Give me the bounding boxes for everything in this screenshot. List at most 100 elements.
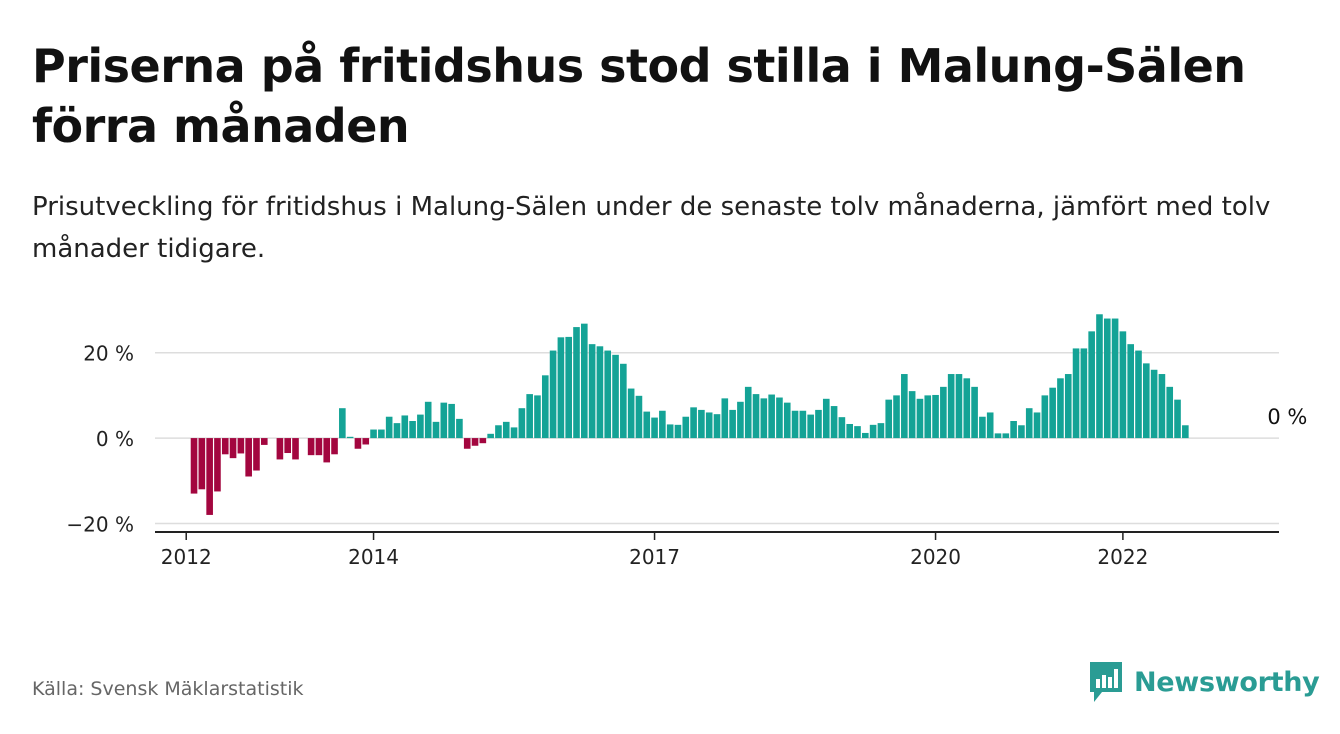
- bar: [456, 418, 463, 439]
- bar: [440, 402, 448, 439]
- bar: [502, 421, 510, 439]
- bar: [260, 438, 268, 445]
- x-tick-label: 2022: [1097, 545, 1148, 569]
- bar: [526, 394, 533, 439]
- bar: [581, 323, 588, 439]
- bar: [776, 397, 783, 439]
- bar: [276, 438, 284, 460]
- bar: [1057, 378, 1064, 439]
- bar: [487, 433, 494, 439]
- newsworthy-logo-icon: [1090, 662, 1122, 702]
- bar: [620, 363, 627, 439]
- bar: [666, 424, 674, 439]
- x-tick-label: 2012: [161, 545, 212, 569]
- bar: [885, 399, 893, 439]
- bar: [854, 426, 861, 439]
- bar: [651, 417, 658, 439]
- bar: [737, 401, 744, 439]
- bar: [198, 438, 206, 490]
- bar: [1158, 374, 1166, 439]
- bar: [479, 438, 487, 444]
- x-tick-label: 2020: [910, 545, 961, 569]
- x-tick-label: 2014: [348, 545, 399, 569]
- bar: [760, 398, 768, 439]
- bar: [370, 429, 377, 439]
- newsworthy-logo[interactable]: Newsworthy: [1088, 660, 1320, 704]
- logo-text: Newsworthy: [1134, 666, 1320, 698]
- bar: [612, 354, 619, 439]
- bar: [1064, 374, 1072, 439]
- bar: [534, 395, 541, 439]
- y-tick-label: 20 %: [83, 342, 134, 366]
- bar: [518, 408, 526, 439]
- bar: [424, 401, 432, 439]
- bar: [190, 438, 198, 494]
- bar: [932, 394, 939, 439]
- bar: [1025, 408, 1033, 439]
- bar: [682, 416, 690, 439]
- bar: [1088, 331, 1095, 439]
- bar: [393, 423, 401, 439]
- bar: [690, 407, 697, 439]
- x-tick-label: 2017: [629, 545, 680, 569]
- bar: [417, 414, 424, 439]
- y-tick-label: −20 %: [66, 512, 134, 536]
- bar: [284, 438, 291, 454]
- bar: [1143, 363, 1150, 439]
- bar: [916, 398, 924, 439]
- bar: [705, 412, 713, 439]
- y-tick-label: 0 %: [96, 427, 134, 451]
- bar-chart: 20 % 0 % −20 % 2012 2014 2017 2020 2022 0 %: [66, 314, 1310, 569]
- bar: [1119, 331, 1127, 439]
- bar: [292, 438, 299, 460]
- chart-subtitle: Prisutveckling för fritidshus i Malung-S…: [32, 192, 1271, 264]
- bar: [674, 424, 682, 439]
- bar: [721, 398, 729, 439]
- bar: [385, 416, 393, 439]
- bar: [1080, 348, 1088, 439]
- bar: [901, 374, 908, 439]
- bar: [495, 425, 502, 439]
- bar: [947, 374, 955, 439]
- bar: [862, 432, 869, 439]
- bar: [698, 409, 705, 439]
- bar: [346, 436, 354, 439]
- bar: [432, 421, 440, 439]
- bar: [245, 438, 252, 477]
- bar: [323, 438, 331, 463]
- bar: [908, 391, 916, 439]
- bar: [643, 411, 651, 439]
- bar: [744, 386, 752, 439]
- bar: [1182, 425, 1189, 439]
- bar: [471, 438, 479, 446]
- bar: [783, 402, 791, 439]
- bar: [1018, 425, 1025, 439]
- bar: [1174, 399, 1181, 439]
- bar: [846, 423, 853, 439]
- bar: [331, 438, 338, 455]
- bar: [362, 438, 370, 445]
- bar: [463, 438, 471, 449]
- bar: [1049, 387, 1056, 439]
- bar: [986, 412, 994, 439]
- bar: [1127, 344, 1134, 439]
- bar: [940, 386, 947, 439]
- bar: [339, 408, 346, 439]
- bar: [963, 378, 971, 439]
- bar: [752, 394, 760, 439]
- bar: [401, 415, 409, 439]
- bar: [924, 395, 932, 439]
- source-note: Källa: Svensk Mäklarstatistik: [32, 678, 304, 700]
- bar: [729, 409, 736, 439]
- last-value-label: 0 %: [1267, 405, 1307, 429]
- bar: [979, 416, 986, 439]
- bar: [1096, 314, 1103, 439]
- bar: [768, 394, 775, 439]
- bar: [1072, 348, 1080, 439]
- bar: [1010, 421, 1017, 439]
- bar: [635, 395, 643, 439]
- bar: [253, 438, 260, 471]
- bar: [354, 438, 362, 449]
- bar: [315, 438, 323, 456]
- bar: [604, 350, 612, 439]
